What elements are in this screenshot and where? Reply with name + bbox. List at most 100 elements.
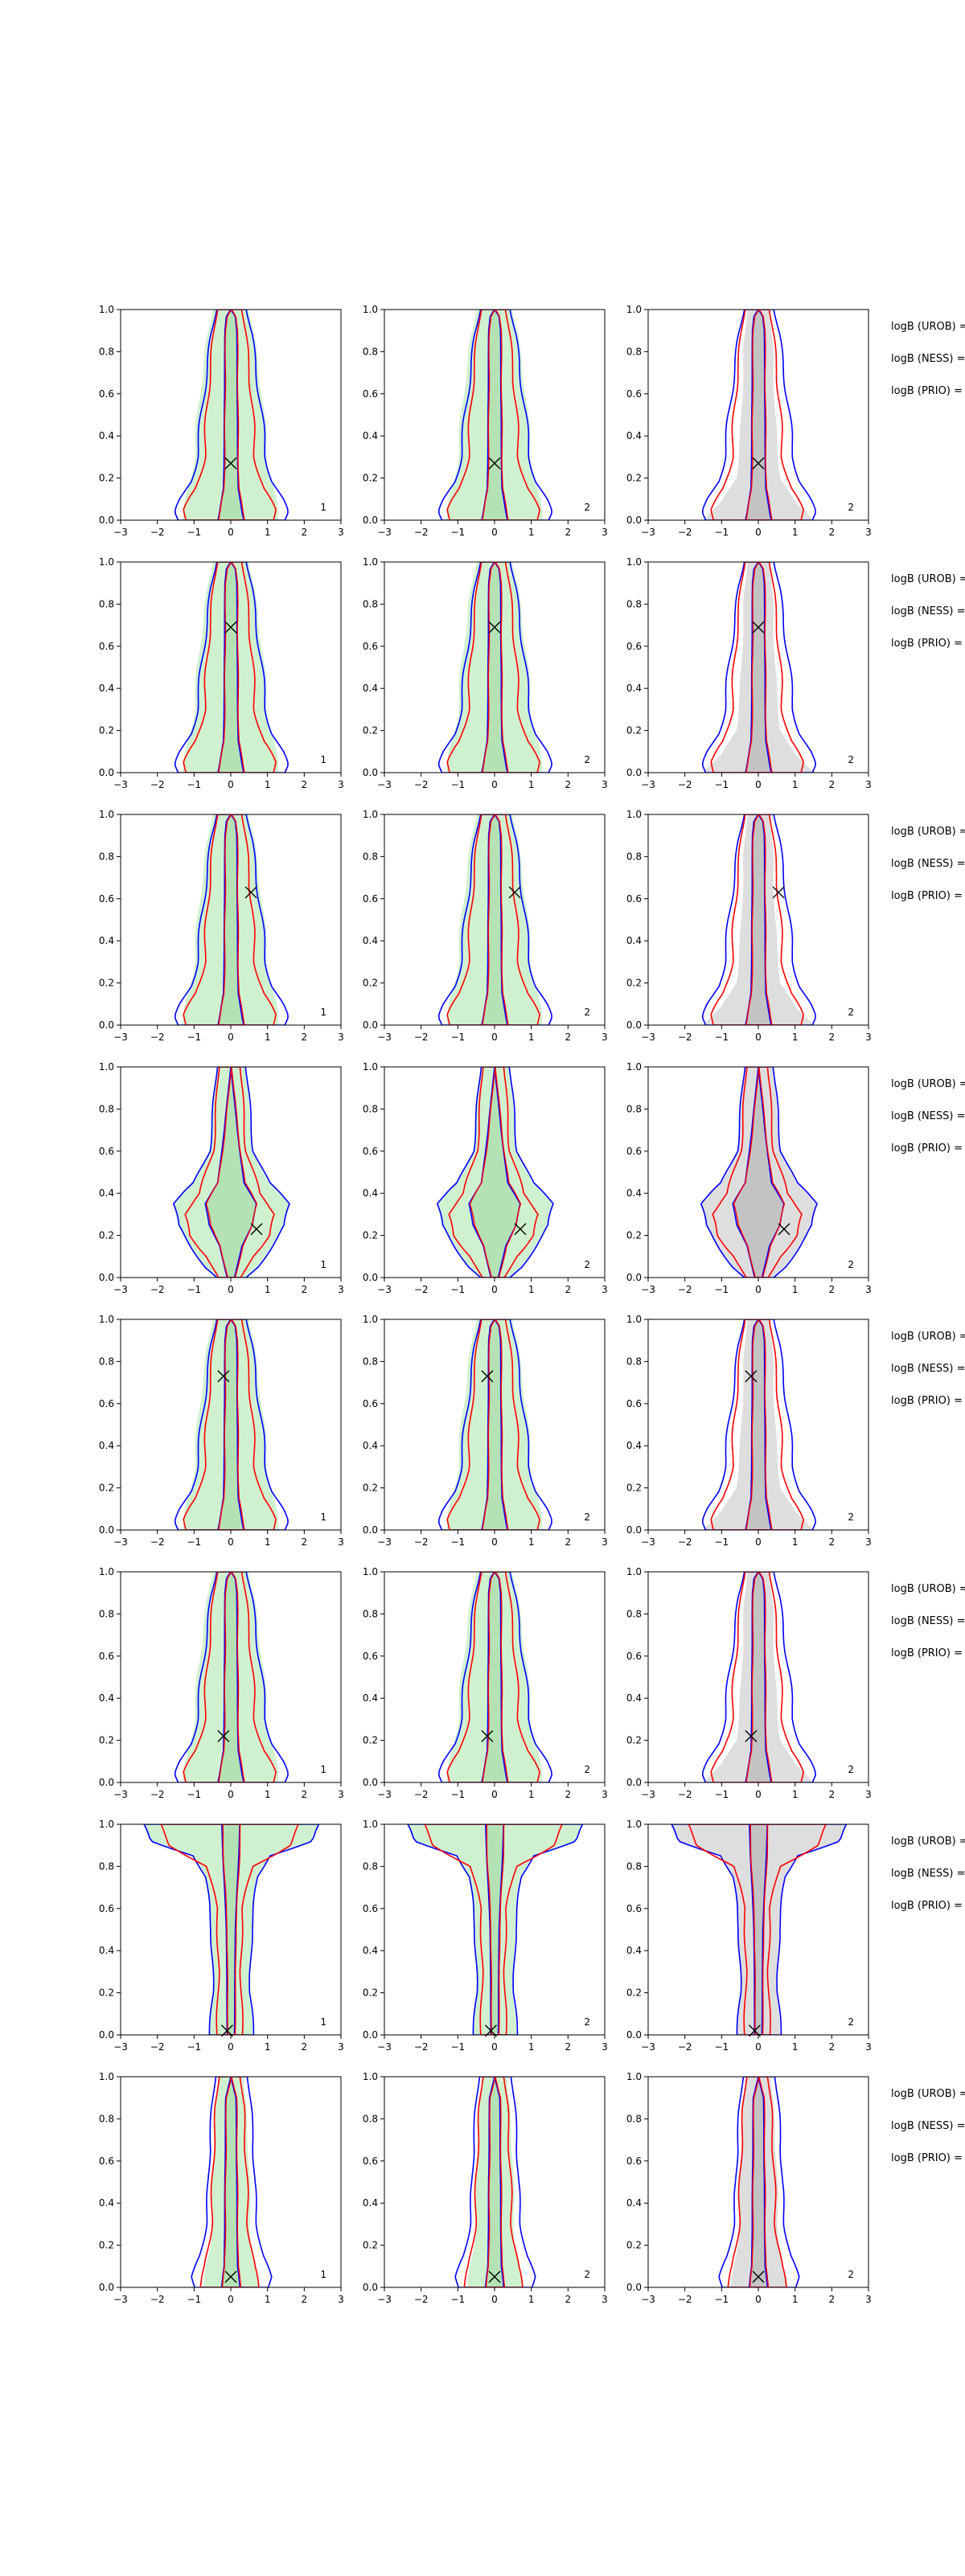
x-tick-label: 0 (491, 1536, 498, 1548)
y-tick-label: 1.0 (363, 1819, 378, 1830)
logB-label: logB (PRIO) = (891, 1900, 963, 1912)
urob-contour-outer (718, 2077, 800, 2287)
x-tick-label: 3 (602, 1789, 608, 1800)
y-tick-label: 0.0 (363, 1777, 378, 1788)
logB-label: logB (NESS) = (891, 858, 965, 870)
urob-contour-inner (220, 2077, 241, 2287)
plot-area (701, 562, 816, 773)
true-value-marker (217, 1729, 230, 1742)
urob-contour-outer (454, 2077, 536, 2287)
y-tick-label: 0.0 (626, 1019, 642, 1031)
panel-r3-c3: −3 −2 −1 0 1 2 3 0.0 0.2 0.4 0.6 0.8 1.0 2 (626, 809, 872, 1043)
ness-contour-outer (710, 814, 804, 1025)
y-tick-label: 0.6 (99, 1903, 114, 1914)
x-tick-label: 3 (865, 2294, 872, 2305)
plot-area (191, 2077, 273, 2287)
x-tick-label: 2 (829, 779, 836, 790)
y-tick-label: 0.2 (626, 1735, 642, 1746)
panel-label: 1 (320, 1007, 326, 1018)
x-tick-label: −2 (150, 1284, 165, 1295)
y-tick-label: 0.0 (363, 515, 378, 526)
true-value-marker (488, 457, 501, 470)
panel-r7-c1: −3 −2 −1 0 1 2 3 0.0 0.2 0.4 0.6 0.8 1.0 1 (99, 1819, 344, 2053)
y-tick-label: 0.6 (99, 1146, 114, 1157)
x-tick-label: 2 (565, 1789, 572, 1800)
x-tick-label: −1 (187, 2041, 201, 2053)
y-tick-label: 1.0 (99, 1566, 114, 1577)
ness-contour-outer (710, 1572, 804, 1782)
y-tick-label: 0.8 (363, 1103, 378, 1114)
x-tick-label: 2 (565, 2294, 572, 2305)
x-tick-label: −2 (414, 1536, 429, 1548)
x-tick-label: 3 (338, 1789, 344, 1800)
plot-area (670, 1824, 848, 2035)
ness-contour-inner (218, 1319, 245, 1530)
x-tick-label: −1 (450, 527, 465, 538)
ness-contour-inner (486, 1824, 505, 2035)
y-tick-label: 0.4 (99, 683, 114, 694)
ness-contour-inner (749, 1824, 769, 2035)
x-tick-label: −3 (377, 1032, 392, 1043)
y-tick-label: 0.6 (363, 641, 378, 652)
x-tick-label: 1 (792, 527, 799, 538)
y-tick-label: 0.2 (626, 725, 642, 736)
y-tick-label: 0.8 (99, 598, 114, 609)
true-value-marker (745, 1729, 758, 1742)
y-tick-label: 0.4 (363, 683, 378, 694)
plot-area (437, 814, 552, 1025)
panel-r6-c1: −3 −2 −1 0 1 2 3 0.0 0.2 0.4 0.6 0.8 1.0 1 (99, 1566, 344, 1800)
x-tick-label: −1 (187, 1284, 201, 1295)
plot-area (142, 1824, 320, 2035)
urob-contour-inner (484, 2077, 505, 2287)
ness-contour-inner (218, 310, 245, 520)
density-fill-inner (733, 1067, 784, 1278)
y-tick-label: 0.8 (363, 346, 378, 357)
y-tick-label: 0.2 (99, 1483, 114, 1494)
plot-area (701, 310, 816, 520)
x-tick-label: 3 (338, 2294, 344, 2305)
y-tick-label: 0.6 (99, 1398, 114, 1409)
panel-label: 2 (584, 1007, 590, 1018)
x-tick-label: 0 (755, 1032, 762, 1043)
x-tick-label: 3 (338, 1032, 344, 1043)
x-tick-label: 0 (491, 1032, 498, 1043)
logB-label: logB (NESS) = (891, 1615, 965, 1627)
true-value-marker (250, 1223, 263, 1236)
y-tick-label: 0.4 (363, 1440, 378, 1451)
x-tick-label: 3 (865, 779, 872, 790)
x-tick-label: −1 (450, 2041, 465, 2053)
ness-contour-outer (688, 1824, 827, 2035)
true-value-marker (484, 2024, 497, 2037)
plot-area (437, 1319, 552, 1530)
panel-label: 1 (320, 1764, 326, 1775)
x-tick-label: 2 (565, 779, 572, 790)
panel-label: 2 (848, 1764, 854, 1775)
x-tick-label: 0 (228, 779, 234, 790)
ness-contour-inner (222, 1824, 241, 2035)
urob-contour-outer (143, 1824, 320, 2035)
panel-r1-c1: −3 −2 −1 0 1 2 3 0.0 0.2 0.4 0.6 0.8 1.0 1 (99, 304, 344, 538)
true-value-marker (752, 621, 765, 634)
plot-area (172, 1067, 290, 1278)
x-tick-label: −1 (450, 779, 465, 790)
y-tick-label: 0.6 (99, 2156, 114, 2167)
panel-r4-c3: −3 −2 −1 0 1 2 3 0.0 0.2 0.4 0.6 0.8 1.0 2 (626, 1061, 872, 1295)
ness-contour-outer (199, 2077, 260, 2287)
y-tick-label: 0.6 (99, 388, 114, 400)
x-tick-label: 1 (528, 527, 535, 538)
y-tick-label: 0.4 (626, 683, 642, 694)
x-tick-label: 0 (491, 2041, 498, 2053)
x-tick-label: 1 (792, 779, 799, 790)
y-tick-label: 1.0 (626, 304, 642, 315)
x-tick-label: 1 (528, 779, 535, 790)
true-value-marker (224, 2270, 237, 2283)
x-tick-label: −1 (187, 779, 201, 790)
y-tick-label: 0.4 (626, 1440, 642, 1451)
urob-contour-outer (436, 1067, 554, 1278)
logB-label: logB (UROB) = (891, 826, 965, 838)
y-tick-label: 0.0 (99, 2282, 114, 2293)
x-tick-label: −2 (150, 779, 165, 790)
x-tick-label: 2 (302, 779, 308, 790)
panel-r7-c2: −3 −2 −1 0 1 2 3 0.0 0.2 0.4 0.6 0.8 1.0 2 (363, 1819, 608, 2053)
x-tick-label: −1 (187, 2294, 201, 2305)
